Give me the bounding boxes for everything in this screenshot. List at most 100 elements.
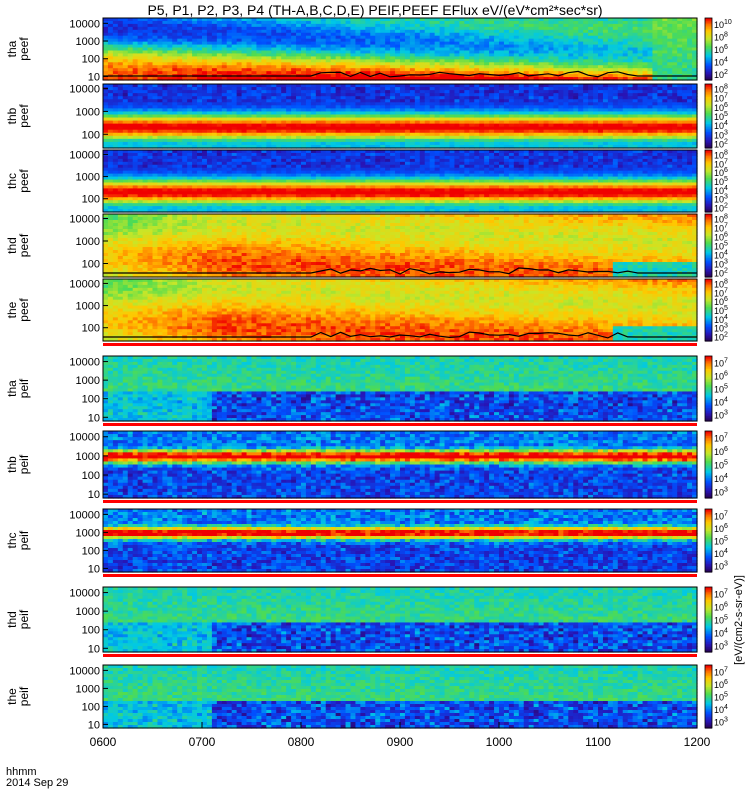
colorbar-thb-peif [705, 431, 712, 499]
date-label: 2014 Sep 29 [6, 777, 68, 789]
panel-label: peef [17, 169, 31, 193]
colorbar-tha-peef [705, 18, 712, 81]
colorbar-tick-label: 107 [714, 510, 728, 521]
colorbar-tick-label: 107 [714, 358, 728, 369]
colorbar-tick-label: 107 [714, 666, 728, 677]
y-tick-label: 10 [88, 643, 100, 655]
x-tick-label: 0700 [189, 735, 216, 749]
colorbar-tick-label: 103 [714, 410, 728, 421]
x-tick-label: 0600 [90, 735, 117, 749]
colorbar-tick-label: 1010 [714, 19, 732, 30]
y-tick-label: 1000 [76, 301, 100, 313]
colorbar-tick-label: 105 [714, 615, 728, 626]
y-tick-label: 10 [88, 412, 100, 424]
separator-bar-4 [103, 654, 697, 657]
spectrogram-tha-peif [103, 356, 698, 422]
spectrogram-the-peif [103, 665, 698, 729]
x-tick-label: 1100 [585, 735, 611, 749]
colorbar-tick-label: 106 [714, 523, 728, 534]
colorbar-tick-label: 104 [714, 548, 728, 559]
spectrogram-tha-peef [103, 18, 698, 81]
colorbar-tick-label: 103 [714, 561, 728, 572]
colorbar-thd-peef [705, 214, 712, 278]
colorbar-tick-label: 104 [714, 628, 728, 639]
x-tick-label: 1000 [486, 735, 513, 749]
y-tick-label: 10000 [69, 357, 100, 369]
colorbar-tick-label: 106 [714, 446, 728, 457]
colorbar-thc-peef [705, 150, 712, 213]
y-tick-label: 1000 [76, 106, 100, 118]
colorbar-tick-label: 104 [714, 704, 728, 715]
panel-label: peef [17, 104, 31, 128]
spectrogram-thb-peef [103, 84, 698, 149]
y-tick-label: 10 [88, 489, 100, 501]
y-tick-label: 100 [82, 194, 100, 206]
y-tick-label: 1000 [76, 683, 100, 695]
colorbar-the-peif [705, 665, 712, 729]
y-tick-label: 1000 [76, 236, 100, 248]
colorbar-tick-label: 106 [714, 371, 728, 382]
y-tick-label: 100 [82, 701, 100, 713]
colorbar-thc-peif [705, 509, 712, 573]
y-tick-label: 1000 [76, 606, 100, 618]
panel-label: peif [17, 530, 31, 550]
y-tick-label: 100 [82, 545, 100, 557]
y-tick-label: 10000 [69, 509, 100, 521]
colorbar-thd-peif [705, 587, 712, 653]
colorbar-tick-label: 104 [714, 56, 728, 67]
colorbar-tick-label: 106 [714, 44, 728, 55]
spectrogram-thb-peif [103, 431, 698, 499]
y-tick-label: 1000 [76, 451, 100, 463]
colorbar-tick-label: 105 [714, 384, 728, 395]
spectrogram-thc-peif [103, 509, 698, 573]
colorbar-tick-label: 105 [714, 536, 728, 547]
colorbar-tick-label: 107 [714, 589, 728, 600]
y-tick-label: 1000 [76, 172, 100, 184]
y-tick-label: 100 [82, 259, 100, 271]
separator-bar-1 [103, 423, 697, 426]
x-tick-label: 0800 [288, 735, 315, 749]
separator-bar-0 [103, 343, 697, 346]
panel-label: peef [17, 233, 31, 257]
colorbar-tick-label: 104 [714, 397, 728, 408]
y-tick-label: 1000 [76, 36, 100, 48]
x-tick-label: 1200 [684, 735, 711, 749]
x-tick-label: 0900 [387, 735, 414, 749]
colorbar-tick-label: 108 [714, 32, 728, 43]
colorbar-tick-label: 103 [714, 641, 728, 652]
colorbar-tick-label: 105 [714, 460, 728, 471]
colorbar-tick-label: 105 [714, 692, 728, 703]
panel-label: peif [17, 609, 31, 629]
colorbar-tick-label: 102 [714, 69, 728, 80]
panel-label: peif [17, 454, 31, 474]
spectrogram-thd-peef [103, 214, 698, 278]
y-tick-label: 1000 [76, 527, 100, 539]
y-tick-label: 100 [82, 394, 100, 406]
colorbar-the-peef [705, 279, 712, 342]
panel-label: peif [17, 378, 31, 398]
spectrogram-thc-peef [103, 150, 698, 213]
y-tick-label: 10 [88, 719, 100, 731]
y-tick-label: 100 [82, 54, 100, 66]
y-tick-label: 10000 [69, 432, 100, 444]
spectrogram-thd-peif [103, 587, 698, 653]
y-tick-label: 10000 [69, 84, 100, 96]
panel-label: peif [17, 686, 31, 706]
colorbar-tha-peif [705, 356, 712, 422]
y-tick-label: 10000 [69, 278, 100, 290]
separator-bar-2 [103, 500, 697, 503]
separator-bar-3 [103, 574, 697, 577]
colorbar-thb-peef [705, 84, 712, 149]
y-tick-label: 10000 [69, 18, 100, 30]
spectrogram-the-peef [103, 279, 698, 342]
colorbar-tick-label: 107 [714, 433, 728, 444]
y-tick-label: 10 [88, 563, 100, 575]
y-tick-label: 100 [82, 323, 100, 335]
y-tick-label: 100 [82, 470, 100, 482]
y-tick-label: 1000 [76, 375, 100, 387]
y-tick-label: 10 [88, 71, 100, 83]
y-tick-label: 10000 [69, 588, 100, 600]
colorbar-tick-label: 103 [714, 486, 728, 497]
